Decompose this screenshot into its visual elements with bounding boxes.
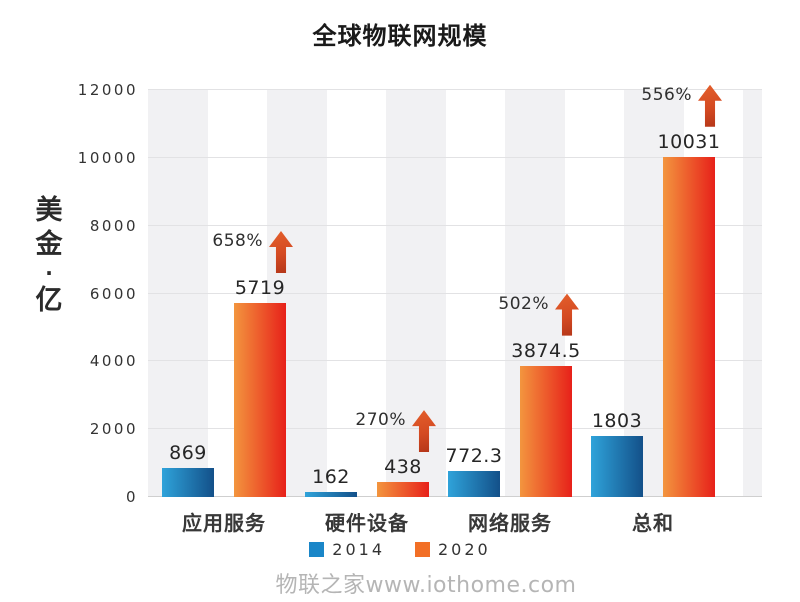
growth-percent-label: 502% bbox=[498, 293, 549, 314]
value-label: 5719 bbox=[234, 277, 286, 300]
value-label: 3874.5 bbox=[511, 339, 581, 362]
value-label: 162 bbox=[312, 465, 350, 488]
category-label: 总和 bbox=[632, 511, 674, 535]
x-category-labels: 应用服务 硬件设备 网络服务 总和 bbox=[148, 507, 762, 537]
legend-swatch-icon bbox=[309, 542, 325, 557]
y-axis-title: 美金 · 亿 bbox=[32, 196, 66, 316]
growth-annotation: 270% bbox=[355, 410, 436, 453]
growth-annotation: 556% bbox=[641, 84, 722, 127]
gridline bbox=[148, 89, 762, 90]
y-tick-label: 0 bbox=[125, 488, 138, 506]
arrow-up-icon bbox=[269, 231, 293, 274]
category-label: 硬件设备 bbox=[325, 511, 409, 535]
bar-2014 bbox=[305, 491, 357, 497]
value-label: 869 bbox=[169, 441, 207, 464]
y-axis-title-char: 亿 bbox=[35, 285, 63, 316]
y-tick-label: 8000 bbox=[89, 216, 138, 235]
bar-2020 bbox=[234, 303, 286, 497]
value-label: 1803 bbox=[591, 409, 643, 432]
bar-2020 bbox=[520, 365, 572, 497]
growth-percent-label: 556% bbox=[641, 84, 692, 105]
growth-annotation: 502% bbox=[498, 293, 579, 336]
arrow-up-icon bbox=[698, 84, 722, 127]
plot-area: 869 5719 658% 162 438 270% 772.3 3874.5 502% 1803… bbox=[148, 84, 762, 497]
growth-percent-label: 270% bbox=[355, 410, 406, 431]
arrow-up-icon bbox=[555, 293, 579, 336]
legend-label: 2020 bbox=[438, 540, 491, 559]
y-axis-title-char: · bbox=[45, 261, 53, 285]
y-axis-title-char: 金 bbox=[35, 229, 63, 260]
gridline bbox=[148, 156, 762, 158]
bar-2014 bbox=[591, 435, 643, 497]
growth-percent-label: 658% bbox=[212, 231, 263, 252]
bar-2020 bbox=[663, 156, 715, 497]
gridline bbox=[148, 224, 762, 226]
gridline bbox=[148, 360, 762, 362]
y-tick-label: 10000 bbox=[77, 148, 138, 167]
legend: 2014 2020 bbox=[0, 540, 800, 559]
watermark: 物联之家www.iothome.com bbox=[275, 573, 577, 598]
legend-item: 2020 bbox=[415, 540, 491, 559]
category-label: 网络服务 bbox=[468, 511, 552, 535]
chart-title: 全球物联网规模 bbox=[312, 22, 488, 50]
bar-2014 bbox=[448, 470, 500, 497]
category-label: 应用服务 bbox=[182, 511, 266, 535]
y-axis-title-char: 美 bbox=[35, 195, 63, 226]
value-label: 772.3 bbox=[445, 444, 503, 467]
bar-2020 bbox=[377, 482, 429, 497]
legend-swatch-icon bbox=[415, 542, 430, 557]
value-label: 438 bbox=[384, 456, 422, 479]
y-tick-label: 4000 bbox=[89, 352, 138, 371]
y-tick-label: 12000 bbox=[77, 81, 138, 99]
value-label: 10031 bbox=[657, 130, 721, 153]
gridline bbox=[148, 428, 762, 430]
y-tick-label: 2000 bbox=[89, 420, 138, 439]
growth-annotation: 658% bbox=[212, 231, 293, 274]
legend-item: 2014 bbox=[309, 540, 385, 559]
bar-2014 bbox=[162, 467, 214, 497]
gridline bbox=[148, 292, 762, 294]
y-tick-labels: 0 2000 4000 6000 8000 10000 12000 bbox=[0, 81, 140, 506]
y-tick-label: 6000 bbox=[89, 284, 138, 303]
legend-label: 2014 bbox=[332, 540, 385, 559]
